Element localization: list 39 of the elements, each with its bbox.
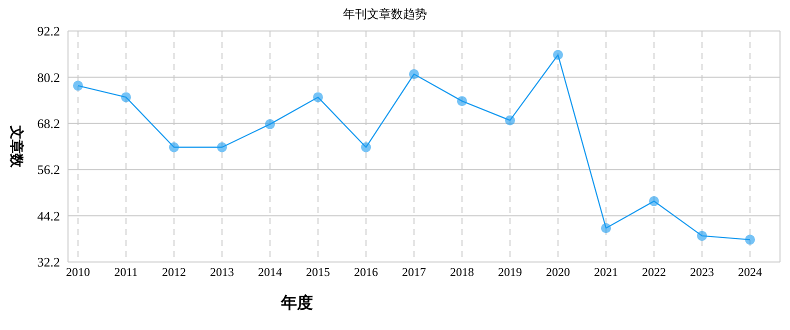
point [361, 142, 371, 152]
point [121, 92, 131, 102]
y-tick-label: 56.2 [37, 162, 60, 178]
point [265, 119, 275, 130]
x-tick-label: 2013 [210, 265, 234, 279]
y-tick-label: 44.2 [37, 208, 60, 224]
y-tick-label: 68.2 [37, 116, 60, 131]
chart-title: 年刊文章数趋势 [343, 7, 427, 21]
point [73, 80, 83, 91]
point [313, 92, 323, 102]
x-tick-label: 2017 [402, 265, 426, 279]
x-tick-label: 2016 [354, 265, 378, 279]
point [505, 115, 515, 126]
point [601, 223, 611, 234]
x-axis-title: 年度 [280, 293, 313, 312]
point [745, 234, 755, 245]
x-tick-label: 2019 [498, 265, 522, 279]
y-axis-title: 文章数 [8, 124, 25, 168]
point [649, 196, 659, 206]
point [697, 230, 707, 241]
x-tick-label: 2012 [162, 265, 186, 279]
y-tick-label: 92.2 [37, 24, 60, 39]
x-tick-label: 2014 [258, 265, 282, 279]
point [169, 142, 179, 152]
y-tick-label: 32.2 [37, 254, 60, 270]
point [217, 142, 227, 152]
x-tick-label: 2024 [738, 265, 762, 279]
x-tick-label: 2011 [114, 265, 138, 279]
point [457, 96, 467, 106]
point [553, 50, 563, 60]
x-tick-label: 2010 [66, 265, 90, 279]
y-tick-label: 80.2 [37, 70, 60, 85]
x-tick-label: 2018 [450, 265, 474, 279]
x-tick-label: 2015 [306, 265, 330, 279]
x-tick-label: 2021 [594, 265, 618, 279]
x-tick-label: 2022 [642, 265, 666, 279]
x-tick-label: 2020 [546, 265, 570, 279]
point [409, 69, 419, 80]
x-tick-label: 2023 [690, 265, 714, 279]
